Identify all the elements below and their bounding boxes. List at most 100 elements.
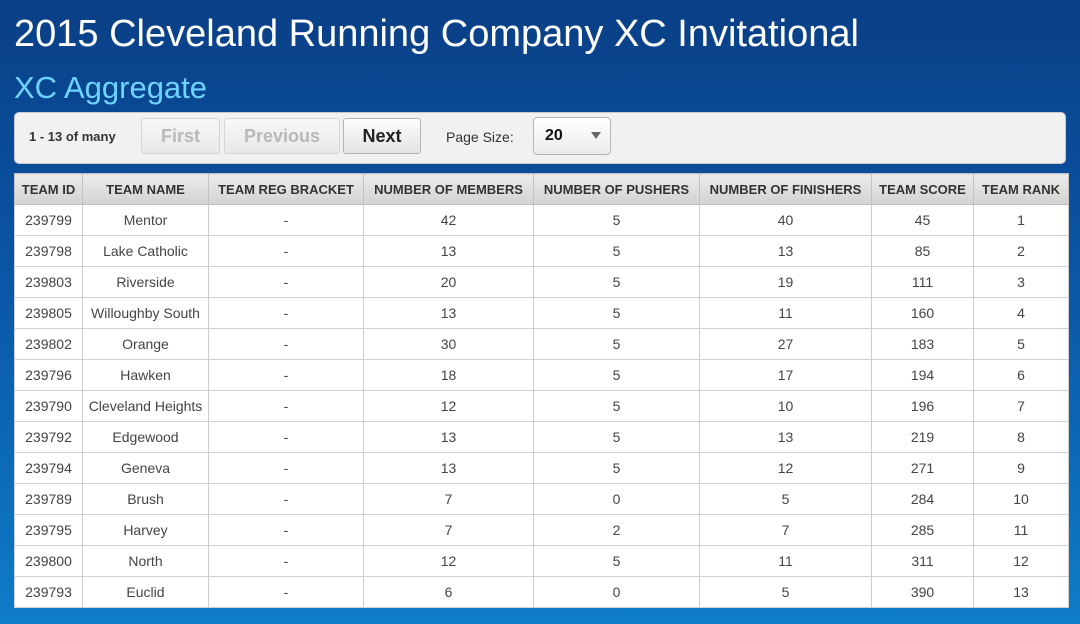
cell-team-score: 194 <box>871 359 974 391</box>
cell-number-of-members: 13 <box>363 297 534 329</box>
cell-team-rank: 8 <box>973 421 1069 453</box>
table-row: 239794 Geneva -13 5 12 271 9 <box>14 452 1069 484</box>
cell-team-name: Riverside <box>82 266 209 298</box>
column-header-number-of-members[interactable]: NUMBER OF MEMBERS <box>363 173 534 205</box>
cell-number-of-pushers: 5 <box>533 266 700 298</box>
cell-number-of-members: 13 <box>363 452 534 484</box>
cell-number-of-pushers: 5 <box>533 452 700 484</box>
table-row: 239796 Hawken -18 5 17 194 6 <box>14 359 1069 391</box>
cell-team-id: 239799 <box>14 204 83 236</box>
cell-team-id: 239805 <box>14 297 83 329</box>
cell-team-id: 239792 <box>14 421 83 453</box>
first-page-button[interactable]: First <box>141 118 220 154</box>
pager-range: 1 - 13 of many <box>29 129 116 144</box>
cell-number-of-finishers: 19 <box>699 266 872 298</box>
cell-number-of-finishers: 17 <box>699 359 872 391</box>
cell-team-name: Lake Catholic <box>82 235 209 267</box>
cell-number-of-members: 42 <box>363 204 534 236</box>
cell-team-rank: 13 <box>973 576 1069 608</box>
cell-team-rank: 4 <box>973 297 1069 329</box>
cell-team-reg-bracket: - <box>208 390 364 422</box>
table-row: 239793 Euclid -6 0 5 390 13 <box>14 576 1069 608</box>
cell-team-id: 239796 <box>14 359 83 391</box>
cell-team-score: 85 <box>871 235 974 267</box>
cell-number-of-pushers: 0 <box>533 576 700 608</box>
cell-team-rank: 1 <box>973 204 1069 236</box>
cell-team-score: 311 <box>871 545 974 577</box>
cell-number-of-members: 12 <box>363 545 534 577</box>
cell-number-of-finishers: 7 <box>699 514 872 546</box>
table-body: 239799 Mentor -42 5 40 45 1 239798 Lake Catholic… <box>14 204 1069 608</box>
cell-team-reg-bracket: - <box>208 235 364 267</box>
cell-team-reg-bracket: - <box>208 328 364 360</box>
cell-number-of-pushers: 5 <box>533 390 700 422</box>
cell-team-id: 239793 <box>14 576 83 608</box>
table-row: 239800 North -12 5 11 311 12 <box>14 545 1069 577</box>
cell-team-score: 196 <box>871 390 974 422</box>
table-row: 239789 Brush -7 0 5 284 10 <box>14 483 1069 515</box>
cell-number-of-members: 30 <box>363 328 534 360</box>
column-header-number-of-finishers[interactable]: NUMBER OF FINISHERS <box>699 173 872 205</box>
cell-team-rank: 10 <box>973 483 1069 515</box>
cell-team-id: 239798 <box>14 235 83 267</box>
cell-team-reg-bracket: - <box>208 576 364 608</box>
cell-team-id: 239802 <box>14 328 83 360</box>
table-row: 239802 Orange -30 5 27 183 5 <box>14 328 1069 360</box>
cell-number-of-pushers: 5 <box>533 359 700 391</box>
cell-team-rank: 11 <box>973 514 1069 546</box>
cell-number-of-finishers: 27 <box>699 328 872 360</box>
cell-team-id: 239803 <box>14 266 83 298</box>
cell-team-name: North <box>82 545 209 577</box>
cell-team-score: 271 <box>871 452 974 484</box>
cell-number-of-members: 7 <box>363 514 534 546</box>
column-header-team-rank[interactable]: TEAM RANK <box>973 173 1069 205</box>
column-header-team-reg-bracket[interactable]: TEAM REG BRACKET <box>208 173 364 205</box>
cell-number-of-members: 7 <box>363 483 534 515</box>
cell-team-name: Willoughby South <box>82 297 209 329</box>
cell-team-name: Geneva <box>82 452 209 484</box>
cell-team-score: 390 <box>871 576 974 608</box>
cell-team-reg-bracket: - <box>208 359 364 391</box>
cell-team-score: 160 <box>871 297 974 329</box>
cell-team-reg-bracket: - <box>208 514 364 546</box>
column-header-team-id[interactable]: TEAM ID <box>14 173 83 205</box>
cell-team-name: Orange <box>82 328 209 360</box>
previous-page-button[interactable]: Previous <box>224 118 340 154</box>
cell-number-of-finishers: 5 <box>699 576 872 608</box>
cell-team-id: 239790 <box>14 390 83 422</box>
cell-number-of-members: 12 <box>363 390 534 422</box>
cell-team-name: Harvey <box>82 514 209 546</box>
cell-number-of-finishers: 11 <box>699 545 872 577</box>
next-page-button[interactable]: Next <box>343 118 421 154</box>
cell-number-of-pushers: 5 <box>533 421 700 453</box>
cell-number-of-pushers: 5 <box>533 235 700 267</box>
cell-team-score: 45 <box>871 204 974 236</box>
cell-team-id: 239795 <box>14 514 83 546</box>
cell-team-reg-bracket: - <box>208 297 364 329</box>
cell-team-score: 183 <box>871 328 974 360</box>
table-row: 239803 Riverside -20 5 19 111 3 <box>14 266 1069 298</box>
column-header-team-score[interactable]: TEAM SCORE <box>871 173 974 205</box>
cell-team-reg-bracket: - <box>208 483 364 515</box>
page-size-select[interactable]: 20 <box>533 117 611 155</box>
column-header-team-name[interactable]: TEAM NAME <box>82 173 209 205</box>
cell-team-name: Cleveland Heights <box>82 390 209 422</box>
cell-number-of-finishers: 40 <box>699 204 872 236</box>
cell-number-of-pushers: 0 <box>533 483 700 515</box>
cell-team-reg-bracket: - <box>208 421 364 453</box>
cell-team-reg-bracket: - <box>208 545 364 577</box>
results-table: TEAM ID TEAM NAME TEAM REG BRACKET NUMBER O… <box>14 173 1069 608</box>
cell-team-rank: 7 <box>973 390 1069 422</box>
cell-team-reg-bracket: - <box>208 266 364 298</box>
page-size-label: Page Size: <box>446 129 514 145</box>
cell-team-rank: 9 <box>973 452 1069 484</box>
column-header-number-of-pushers[interactable]: NUMBER OF PUSHERS <box>533 173 700 205</box>
cell-team-reg-bracket: - <box>208 204 364 236</box>
table-row: 239798 Lake Catholic -13 5 13 85 2 <box>14 235 1069 267</box>
cell-team-score: 111 <box>871 266 974 298</box>
cell-team-name: Mentor <box>82 204 209 236</box>
cell-number-of-members: 20 <box>363 266 534 298</box>
cell-team-rank: 5 <box>973 328 1069 360</box>
cell-team-score: 285 <box>871 514 974 546</box>
cell-team-name: Edgewood <box>82 421 209 453</box>
